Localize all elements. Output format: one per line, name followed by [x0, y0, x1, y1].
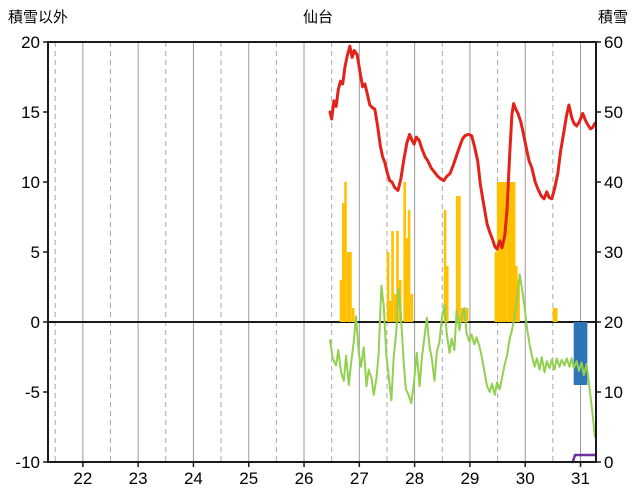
orange-bars-bar: [554, 308, 558, 322]
left-axis-tick-label: 15: [21, 103, 40, 122]
left-axis-tick-label: 10: [21, 173, 40, 192]
orange-bars-bar: [501, 182, 504, 322]
orange-bars-bar: [506, 182, 509, 322]
x-axis-tick-label: 26: [295, 469, 314, 488]
orange-bars-bar: [496, 182, 500, 322]
orange-bars-bar: [508, 182, 512, 322]
x-axis-tick-label: 25: [239, 469, 258, 488]
orange-bars-bar: [512, 182, 516, 322]
orange-bars-bar: [455, 196, 459, 322]
orange-bars-bar: [346, 252, 350, 322]
blue-bars-bar: [582, 322, 586, 385]
right-axis-tick-label: 30: [604, 243, 623, 262]
orange-bars-bar: [517, 280, 520, 322]
orange-bars-bar: [458, 196, 461, 322]
x-axis-tick-label: 23: [129, 469, 148, 488]
blue-bars-bar: [573, 322, 577, 385]
right-axis-tick-label: 50: [604, 103, 623, 122]
orange-bars-bar: [351, 308, 355, 322]
orange-bars-bar: [503, 182, 507, 322]
blue-bars-bar: [580, 322, 583, 385]
orange-bars-bar: [410, 294, 414, 322]
orange-bars-bar: [349, 252, 352, 322]
left-axis-tick-label: -10: [15, 453, 40, 472]
blue-bars-bar: [584, 322, 588, 385]
green-line: [329, 273, 596, 438]
x-axis-tick-label: 31: [571, 469, 590, 488]
orange-bars-bar: [396, 231, 399, 322]
red-line: [328, 44, 597, 251]
orange-bars-bar: [552, 308, 556, 322]
orange-bars-bar: [386, 252, 390, 322]
orange-bars-bar: [403, 182, 406, 322]
orange-bars-bar: [405, 238, 409, 322]
right-axis-tick-label: 10: [604, 383, 623, 402]
orange-bars-bar: [339, 280, 343, 322]
x-axis-tick-label: 27: [350, 469, 369, 488]
right-axis-tick-label: 20: [604, 313, 623, 332]
orange-bars-bar: [465, 308, 469, 322]
left-axis-title: 積雪以外: [8, 9, 69, 26]
left-axis-tick-label: -5: [25, 383, 40, 402]
left-axis-tick-label: 20: [21, 33, 40, 52]
orange-bars-bar: [391, 231, 394, 322]
orange-bars-bar: [494, 252, 498, 322]
right-axis-title: 積雪: [597, 9, 628, 26]
purple-line: [571, 453, 597, 464]
orange-bars-bar: [393, 294, 397, 322]
orange-bars-bar: [388, 301, 392, 322]
orange-bars-bar: [499, 182, 502, 322]
blue-bars-bar: [575, 322, 579, 385]
orange-bars-bar: [445, 266, 449, 322]
right-axis-tick-label: 40: [604, 173, 623, 192]
x-axis-tick-label: 30: [516, 469, 535, 488]
right-axis-tick-label: 60: [604, 33, 623, 52]
orange-bars-bar: [443, 210, 447, 322]
left-axis-tick-label: 5: [31, 243, 40, 262]
orange-bars-bar: [510, 182, 514, 322]
x-axis-tick-label: 24: [184, 469, 203, 488]
chart-station-title: 仙台: [302, 9, 333, 26]
blue-bars-bar: [578, 322, 581, 385]
orange-bars-bar: [515, 266, 518, 322]
orange-bars-bar: [407, 210, 411, 322]
orange-bars-bar: [341, 203, 345, 322]
x-axis-tick-label: 22: [73, 469, 92, 488]
orange-bars-bar: [344, 182, 347, 322]
left-axis-tick-label: 0: [31, 313, 40, 332]
x-axis-tick-label: 29: [460, 469, 479, 488]
right-axis-tick-label: 0: [604, 453, 613, 472]
x-axis-tick-label: 28: [405, 469, 424, 488]
